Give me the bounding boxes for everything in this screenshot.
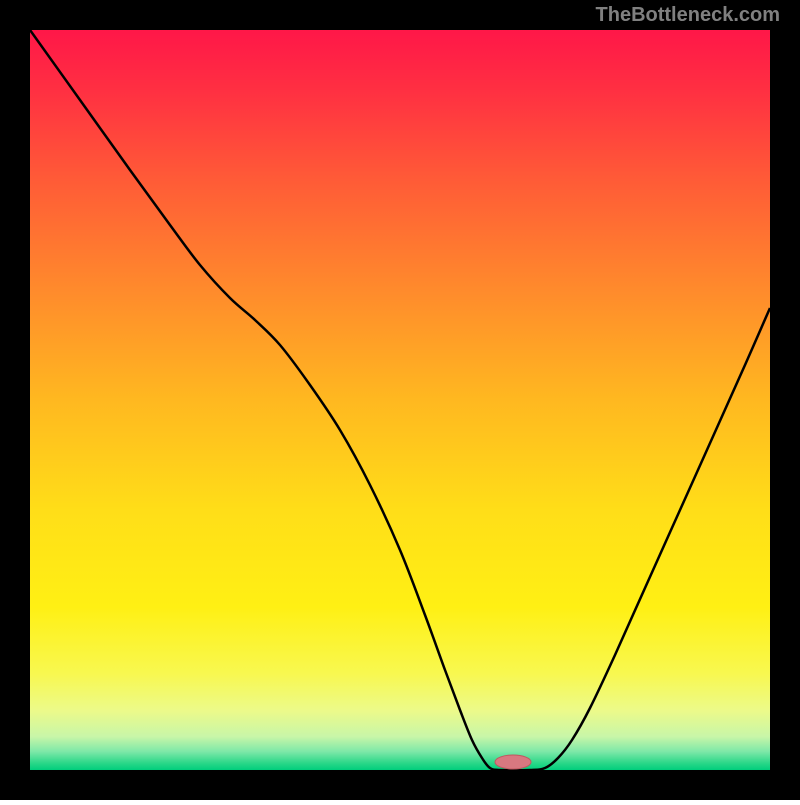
chart-container: TheBottleneck.com bbox=[0, 0, 800, 800]
watermark-text: TheBottleneck.com bbox=[596, 4, 780, 27]
chart-plot-background bbox=[30, 30, 770, 770]
bottleneck-chart bbox=[0, 0, 800, 800]
optimal-point-marker bbox=[495, 755, 531, 769]
